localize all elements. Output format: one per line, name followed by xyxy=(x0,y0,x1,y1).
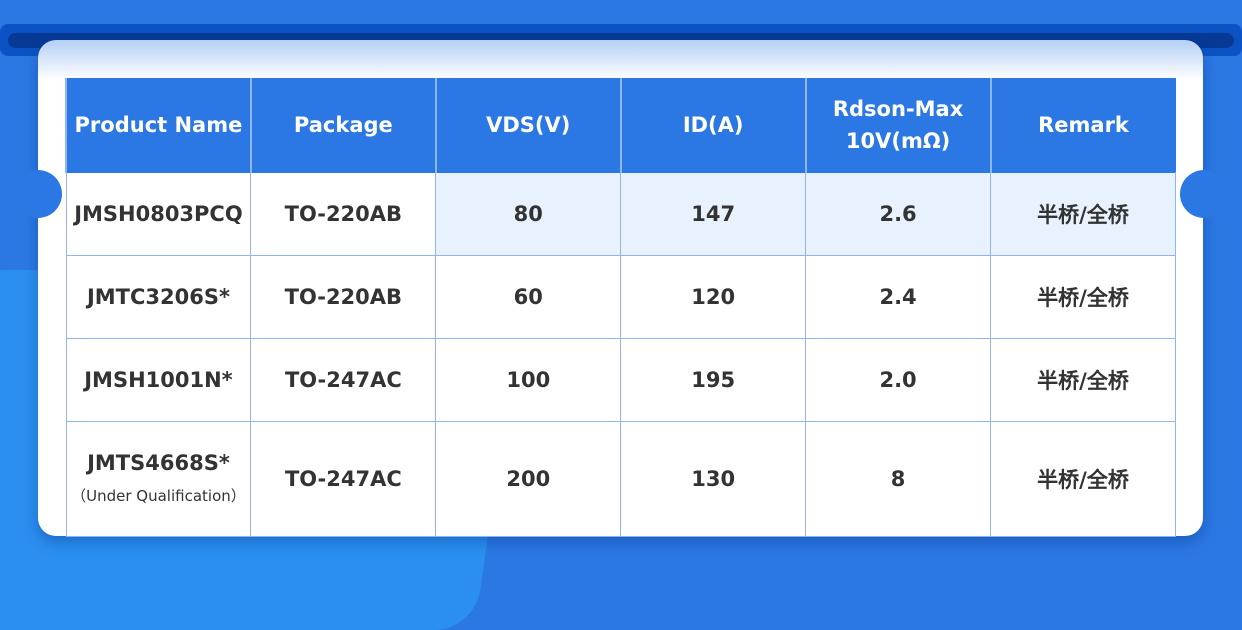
cell-package: TO-247AC xyxy=(250,420,437,537)
cell-rdson: 2.4 xyxy=(805,254,992,339)
product-name: JMTC3206S* xyxy=(86,284,230,309)
product-name: JMSH0803PCQ xyxy=(74,201,243,226)
cell-product-name: JMTC3206S* xyxy=(65,254,252,339)
cell-rdson: 8 xyxy=(805,420,992,537)
header-vds: VDS(V) xyxy=(434,78,621,172)
cell-vds: 100 xyxy=(435,337,622,422)
cell-id: 120 xyxy=(620,254,807,339)
cell-package: TO-220AB xyxy=(250,254,437,339)
header-id: ID(A) xyxy=(619,78,806,172)
cell-id: 130 xyxy=(620,420,807,537)
header-rdson: Rdson-Max 10V(mΩ) xyxy=(804,78,991,172)
cell-product-name: JMSH1001N* xyxy=(65,337,252,422)
cell-id: 147 xyxy=(620,171,807,256)
header-package: Package xyxy=(249,78,436,172)
table-row: JMTC3206S* TO-220AB 60 120 2.4 半桥/全桥 xyxy=(65,254,1176,339)
header-remark: Remark xyxy=(989,78,1176,172)
cell-rdson: 2.0 xyxy=(805,337,992,422)
cell-package: TO-247AC xyxy=(250,337,437,422)
cell-product-name: JMTS4668S* （Under Qualification） xyxy=(65,420,252,537)
header-rdson-line2: 10V(mΩ) xyxy=(845,128,951,153)
product-note: （Under Qualification） xyxy=(71,487,246,505)
card-notch-left xyxy=(14,170,62,218)
header-product-name: Product Name xyxy=(65,78,251,172)
cell-vds: 200 xyxy=(435,420,622,537)
cell-remark: 半桥/全桥 xyxy=(990,171,1176,256)
table-row: JMSH1001N* TO-247AC 100 195 2.0 半桥/全桥 xyxy=(65,337,1176,422)
cell-remark: 半桥/全桥 xyxy=(990,420,1176,537)
table-row: JMTS4668S* （Under Qualification） TO-247AC 2… xyxy=(65,420,1176,537)
product-name: JMTS4668S* xyxy=(87,451,230,475)
product-table: Product Name Package VDS(V) ID(A) Rdson-… xyxy=(65,78,1176,537)
cell-vds: 80 xyxy=(435,171,622,256)
cell-remark: 半桥/全桥 xyxy=(990,254,1176,339)
header-rdson-line1: Rdson-Max xyxy=(832,96,964,121)
table-header: Product Name Package VDS(V) ID(A) Rdson-… xyxy=(65,78,1176,172)
product-name: JMSH1001N* xyxy=(84,367,233,392)
cell-package: TO-220AB xyxy=(250,171,437,256)
cell-remark: 半桥/全桥 xyxy=(990,337,1176,422)
cell-rdson: 2.6 xyxy=(805,171,992,256)
cell-vds: 60 xyxy=(435,254,622,339)
table-row: JMSH0803PCQ TO-220AB 80 147 2.6 半桥/全桥 xyxy=(65,171,1176,256)
cell-product-name: JMSH0803PCQ xyxy=(65,171,252,256)
card-notch-right xyxy=(1180,170,1228,218)
cell-id: 195 xyxy=(620,337,807,422)
